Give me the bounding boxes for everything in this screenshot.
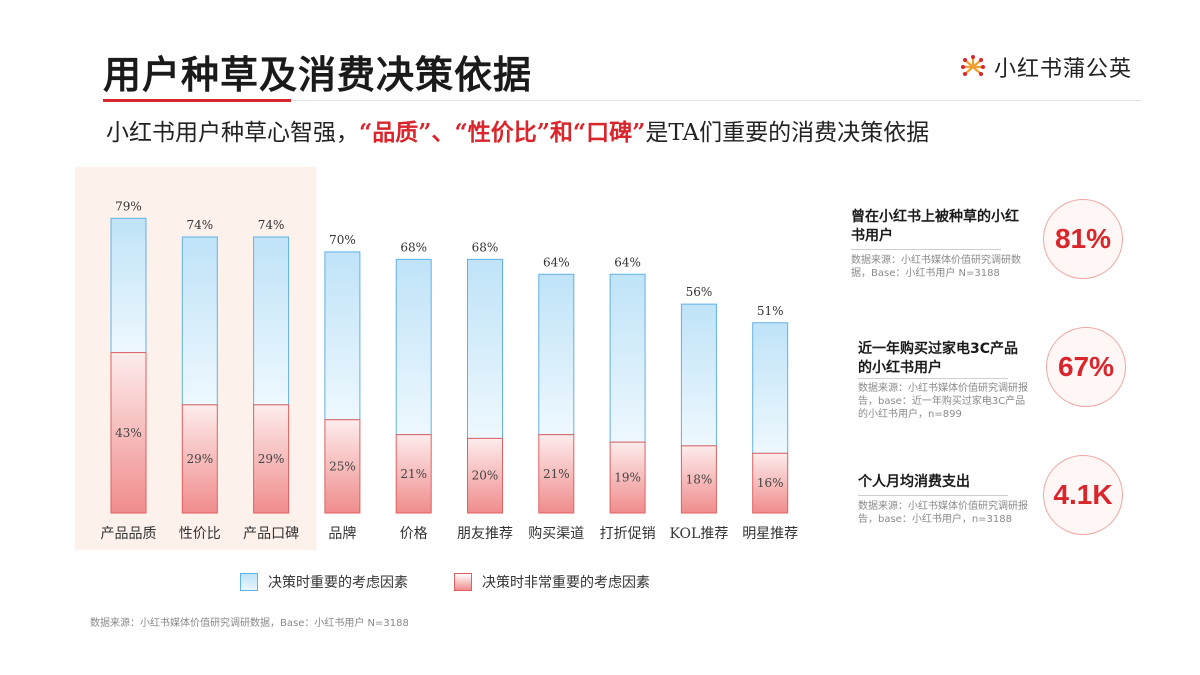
bar-segment-important: [752, 322, 789, 454]
stat-title: 近一年购买过家电3C产品的小红书用户: [858, 341, 1019, 376]
bar-total-label: 79%: [115, 199, 142, 213]
bar-segment-important: [181, 236, 218, 406]
bar-total-label: 64%: [543, 255, 570, 269]
bar-segment-important: [467, 258, 503, 439]
subtitle-highlight: “品质”、“性价比”和“口碑”: [359, 119, 646, 146]
bar-segment-label: 29%: [258, 452, 285, 466]
bar-segment-important: [324, 251, 361, 421]
bar-segment-very-important: [110, 352, 147, 514]
bar-segment-label: 25%: [329, 459, 356, 473]
bar-total-label: 51%: [757, 304, 784, 318]
dandelion-icon: [961, 55, 985, 76]
stat-title: 曾在小红书上被种草的小红书用户: [851, 209, 1019, 244]
page-title: 用户种草及消费决策依据: [103, 53, 533, 97]
legend-important: 决策时重要的考虑因素: [240, 572, 408, 592]
bar-segment-very-important: [680, 445, 717, 514]
stat-title: 个人月均消费支出: [858, 474, 970, 490]
title-divider: [291, 100, 1141, 101]
bar-segment-important: [680, 303, 717, 447]
bar-segment-label: 19%: [614, 471, 641, 485]
bar-total-label: 56%: [686, 285, 713, 299]
stat-divider: [858, 495, 1008, 496]
bar-segment-important: [110, 217, 147, 354]
subtitle: 小红书用户种草心智强，“品质”、“性价比”和“口碑”是TA们重要的消费决策依据: [106, 113, 929, 147]
category-label: 品牌: [328, 525, 356, 542]
bar-segment-important: [253, 236, 290, 406]
stat-value: 4.1K: [1053, 479, 1113, 510]
subtitle-tail: 是TA们重要的消费决策依据: [645, 120, 930, 146]
legend-swatch-blue: [240, 573, 258, 591]
bar-segment-label: 20%: [472, 469, 499, 483]
stat-value: 81%: [1054, 223, 1112, 254]
bar-total-label: 70%: [329, 233, 356, 247]
bar-segment-label: 43%: [115, 426, 142, 440]
bar-segment-very-important: [538, 434, 575, 514]
stat-circle: 67%: [1046, 327, 1126, 407]
stat-source: 数据来源：小红书媒体价值研究调研数据，Base：小红书用户 N=3188: [851, 255, 1021, 279]
bar-segment-label: 18%: [686, 472, 713, 486]
title-underline: [103, 99, 291, 102]
legend-important-label: 决策时重要的考虑因素: [268, 575, 408, 591]
bar-segment-label: 21%: [543, 467, 570, 481]
footnote-source: 数据来源：小红书媒体价值研究调研数据，Base：小红书用户 N=3188: [90, 618, 409, 629]
stat-source: 数据来源：小红书媒体价值研究调研报告，base：小红书用户，n=3188: [858, 501, 1028, 525]
bar-total-label: 68%: [472, 240, 499, 254]
category-label: 明星推荐: [742, 526, 798, 542]
bar-segment-very-important: [752, 452, 789, 514]
bar-segment-very-important: [253, 404, 290, 514]
legend-very-important-label: 决策时非常重要的考虑因素: [482, 575, 650, 591]
stat-value: 67%: [1057, 351, 1115, 382]
category-label: 产品口碑: [243, 526, 299, 542]
bar-segment-important: [538, 273, 575, 436]
bar-total-label: 64%: [614, 255, 641, 269]
brand-logo: 小红书蒲公英: [960, 51, 1132, 83]
bar-segment-important: [395, 258, 432, 436]
bar-segment-very-important: [181, 404, 218, 514]
category-label: 价格: [400, 526, 428, 542]
category-label: 性价比: [179, 526, 221, 542]
bar-segment-label: 29%: [186, 452, 213, 466]
bar-segment-very-important: [324, 419, 361, 514]
bar-segment-important: [609, 273, 646, 443]
category-label: KOL推荐: [669, 526, 728, 542]
bar-segment-very-important: [395, 434, 432, 514]
legend-very-important: 决策时非常重要的考虑因素: [454, 572, 650, 592]
category-label: 打折促销: [600, 525, 656, 542]
bar-total-label: 74%: [186, 218, 213, 232]
stat-circle: 81%: [1043, 199, 1123, 279]
stat-circle: 4.1K: [1043, 455, 1123, 535]
category-label: 朋友推荐: [457, 526, 513, 542]
bar-total-label: 68%: [400, 240, 427, 254]
subtitle-lead: 小红书用户种草心智强，: [106, 120, 359, 146]
stat-divider: [851, 249, 1001, 250]
bar-segment-very-important: [609, 441, 646, 514]
category-label: 购买渠道: [528, 526, 584, 542]
bar-segment-label: 16%: [757, 476, 784, 490]
stat-divider: [858, 378, 1008, 379]
bar-segment-label: 21%: [400, 467, 427, 481]
legend-swatch-red: [454, 573, 472, 591]
stacked-bar-chart: 79% 43% 产品品质 74% 29% 性价比 74% 29% 产品口碑 70% 25% 品牌 68%…: [75, 167, 798, 550]
bar-total-label: 74%: [258, 218, 285, 232]
category-label: 产品品质: [101, 526, 157, 542]
stat-source: 数据来源：小红书媒体价值研究调研报告，base：近一年购买过家电3C产品的小红书…: [858, 383, 1028, 420]
bar-segment-very-important: [467, 437, 503, 514]
logo-text: 小红书蒲公英: [994, 57, 1133, 82]
